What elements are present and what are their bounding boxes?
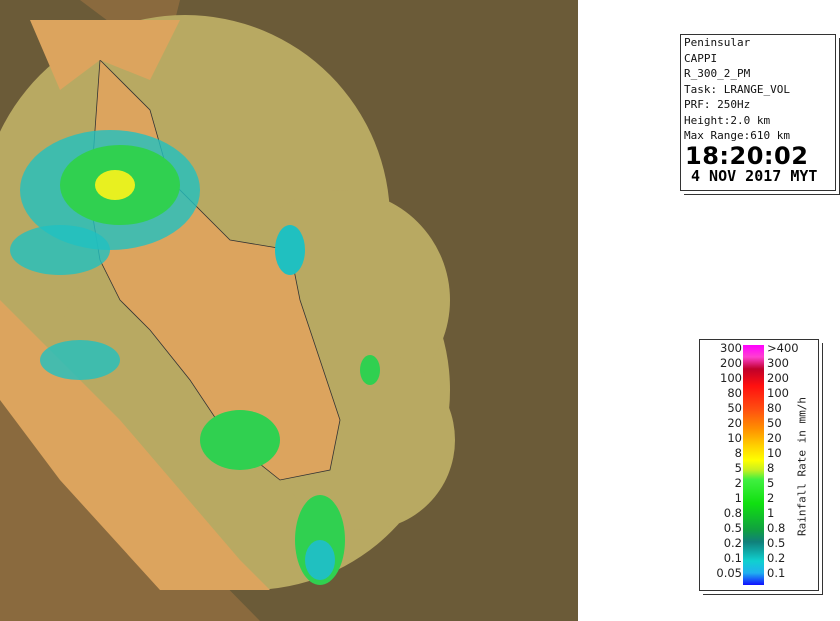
product-type: CAPPI bbox=[684, 51, 718, 65]
left-scale-label: 200 bbox=[720, 356, 742, 370]
left-scale-label: 80 bbox=[727, 386, 742, 400]
rainfall-legend: 300 200 100 80 50 20 10 8 5 2 1 0.8 0.5 0.2 0.1 0.05 >40… bbox=[699, 339, 819, 591]
right-scale-label: 5 bbox=[767, 476, 775, 490]
left-scale-label: 2 bbox=[734, 476, 742, 490]
left-scale-label: 0.2 bbox=[723, 536, 742, 550]
coverage-land-thailand bbox=[30, 20, 180, 90]
right-scale-label: >400 bbox=[767, 341, 799, 355]
left-scale-label: 0.05 bbox=[716, 566, 742, 580]
right-scale-label: 50 bbox=[767, 416, 782, 430]
left-scale-label: 8 bbox=[734, 446, 742, 460]
right-scale-label: 20 bbox=[767, 431, 782, 445]
timestamp-time: 18:20:02 bbox=[685, 141, 809, 170]
right-scale-label: 1 bbox=[767, 506, 775, 520]
right-scale-label: 300 bbox=[767, 356, 789, 370]
left-scale-label: 100 bbox=[720, 371, 742, 385]
left-scale-label: 50 bbox=[727, 401, 742, 415]
right-scale-label: 100 bbox=[767, 386, 789, 400]
left-scale-label: 0.1 bbox=[723, 551, 742, 565]
left-scale-label: 1 bbox=[734, 491, 742, 505]
right-scale-label: 10 bbox=[767, 446, 782, 460]
rain-echoes bbox=[10, 130, 380, 585]
right-scale-label: 0.5 bbox=[767, 536, 786, 550]
timestamp-date: 4 NOV 2017 MYT bbox=[691, 166, 818, 185]
product-id: R_300_2_PM bbox=[684, 67, 751, 80]
prf: PRF: 250Hz bbox=[684, 98, 751, 111]
max-range: Max Range:610 km bbox=[684, 129, 790, 142]
right-scale-label: 0.2 bbox=[767, 551, 786, 565]
right-scale-label: 0.8 bbox=[767, 521, 786, 535]
left-scale-label: 20 bbox=[727, 416, 742, 430]
right-scale-label: 80 bbox=[767, 401, 782, 415]
left-scale-label: 0.5 bbox=[723, 521, 742, 535]
radar-map bbox=[0, 0, 578, 621]
right-scale-label: 200 bbox=[767, 371, 789, 385]
left-scale-label: 5 bbox=[734, 461, 742, 475]
task: Task: LRANGE_VOL bbox=[684, 82, 790, 96]
height: Height:2.0 km bbox=[684, 113, 771, 127]
right-scale-label: 8 bbox=[767, 461, 775, 475]
left-scale-label: 0.8 bbox=[723, 506, 742, 520]
right-scale-label: 2 bbox=[767, 491, 775, 505]
radar-name: Peninsular bbox=[684, 36, 751, 49]
left-scale-label: 10 bbox=[727, 431, 742, 445]
left-scale-label: 300 bbox=[720, 341, 742, 355]
radar-info-panel: Peninsular CAPPI R_300_2_PM Task: LRANGE… bbox=[680, 34, 836, 191]
right-scale-label: 0.1 bbox=[767, 566, 786, 580]
legend-title: Rainfall Rate in mm/h bbox=[795, 396, 809, 537]
color-scale-bar bbox=[743, 345, 764, 585]
